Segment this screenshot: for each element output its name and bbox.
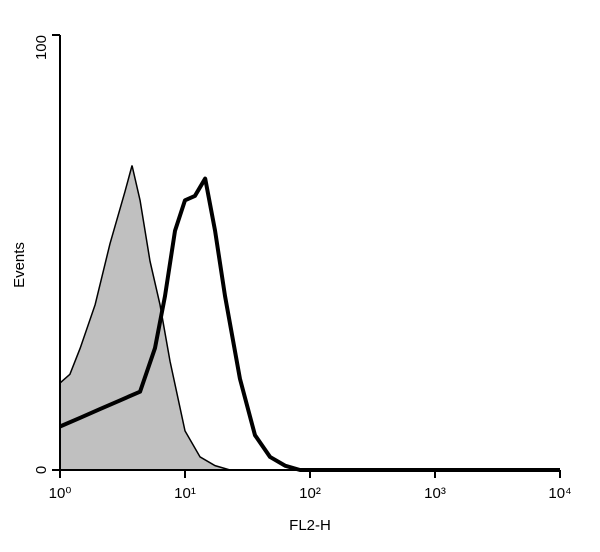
x-tick-label: 10³ <box>424 485 446 502</box>
x-tick-label: 10¹ <box>174 485 196 502</box>
y-tick-label: 0 <box>33 466 50 474</box>
y-axis-label: Events <box>11 242 28 288</box>
histogram-line <box>59 176 560 472</box>
x-axis-label: FL2-H <box>289 517 331 534</box>
x-tick-label: 10⁴ <box>548 485 571 502</box>
histogram-area <box>59 165 560 471</box>
x-tick-label: 10² <box>299 485 321 502</box>
x-tick-label: 10⁰ <box>49 485 72 502</box>
y-tick-label: 100 <box>33 35 50 60</box>
